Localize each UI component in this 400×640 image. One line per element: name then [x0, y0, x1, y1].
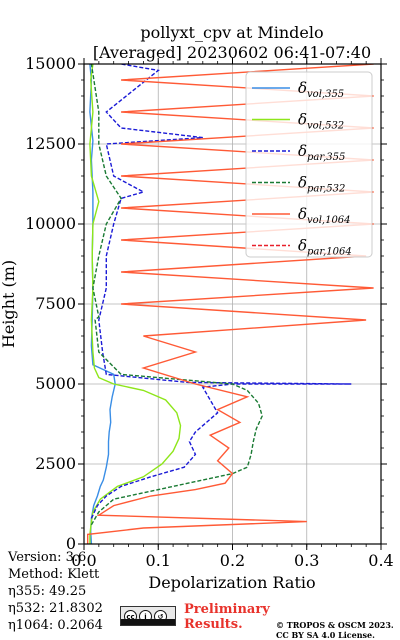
series-line-par-532	[90, 64, 263, 526]
legend-label: δvol,1064	[298, 205, 351, 226]
y-axis-label: Height (m)	[0, 260, 18, 348]
y-tick-label: 0	[66, 534, 76, 553]
x-tick-label: 0.3	[294, 551, 319, 570]
legend-label: δvol,532	[298, 111, 344, 132]
preliminary-line-2: Results.	[184, 617, 243, 632]
copyright-line-1: © TROPOS & OSCM 2023.	[276, 620, 394, 630]
copyright-note: © TROPOS & OSCM 2023. CC BY SA 4.0 Licen…	[276, 620, 394, 640]
series-line-vol-355	[89, 64, 116, 544]
ticks: 0.0 0.1 0.2 0.3 0.4 0 2500 5000 7500 10000 12500 15…	[25, 54, 394, 570]
eta1064-text: η1064: 0.2064	[8, 618, 103, 633]
x-tick-label: 0.1	[146, 551, 171, 570]
y-tick-label: 10000	[25, 214, 76, 233]
x-axis-label: Depolarization Ratio	[148, 573, 315, 592]
cc-license-badge: cc i ↺	[120, 606, 176, 626]
copyright-line-2: CC BY SA 4.0 License.	[276, 630, 375, 640]
y-tick-label: 7500	[35, 294, 76, 313]
chart-title: pollyxt_cpv at Mindelo	[140, 23, 323, 42]
chart-subtitle: [Averaged] 20230602 06:41-07:40	[93, 43, 371, 62]
legend-label: δpar,1064	[298, 237, 352, 258]
info-block: Version: 3.6 Method: Klett η355: 49.25 η…	[8, 549, 103, 634]
legend-box	[245, 71, 373, 258]
y-tick-label: 15000	[25, 54, 76, 73]
eta532-text: η532: 21.8302	[8, 601, 103, 616]
y-tick-label: 5000	[35, 374, 76, 393]
version-text: Version: 3.6	[8, 550, 87, 565]
y-tick-label: 2500	[35, 454, 76, 473]
x-tick-label: 0.0	[71, 551, 96, 570]
eta355-text: η355: 49.25	[8, 584, 87, 599]
legend-label: δvol,355	[298, 79, 344, 100]
y-tick-label: 12500	[25, 134, 76, 153]
legend-label: δpar,355	[298, 142, 345, 163]
series-layer	[87, 64, 374, 544]
legend-label: δpar,532	[298, 174, 345, 195]
series-line-vol-532	[89, 64, 182, 544]
legend: δvol,355 δvol,532 δpar,355 δpar,532 δvol,106…	[245, 71, 373, 258]
method-text: Method: Klett	[8, 567, 100, 582]
preliminary-line-1: Preliminary	[184, 602, 270, 617]
series-line-vol-1064	[87, 64, 374, 544]
preliminary-note: Preliminary Results.	[184, 602, 270, 632]
x-tick-label: 0.2	[220, 551, 245, 570]
cc-strip	[121, 619, 175, 625]
x-tick-label: 0.4	[368, 551, 393, 570]
